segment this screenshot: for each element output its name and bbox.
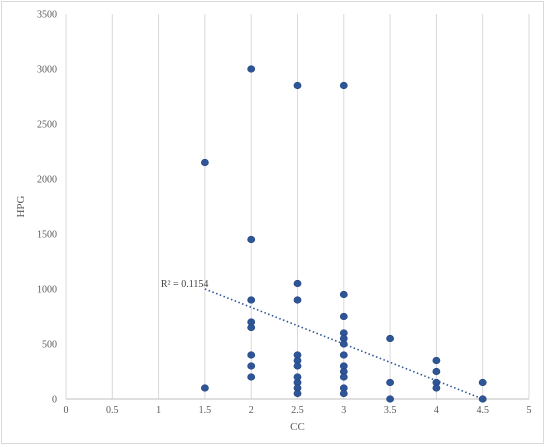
x-tick-label: 4	[434, 405, 439, 416]
x-tick-label: 2	[249, 405, 254, 416]
x-tick-label: 0.5	[106, 405, 119, 416]
data-point	[247, 323, 256, 332]
y-tick-labels: 0 500 1000 1500 2000 2500 3000 3500	[37, 10, 57, 406]
x-tick-label: 2.5	[291, 405, 304, 416]
y-tick-label: 0	[52, 395, 57, 406]
y-tick-label: 3000	[37, 65, 57, 76]
x-tick-label: 4.5	[476, 405, 489, 416]
data-point	[386, 378, 394, 387]
data-point	[386, 395, 394, 403]
data-point	[339, 340, 348, 348]
data-point	[339, 81, 348, 90]
data-point	[339, 312, 348, 321]
x-tick-label: 3	[341, 405, 346, 416]
data-point	[478, 378, 487, 387]
gridlines	[111, 14, 530, 399]
data-point	[247, 373, 256, 381]
y-tick-label: 2500	[37, 120, 57, 131]
data-point	[432, 367, 441, 376]
data-point	[293, 279, 302, 288]
data-points	[200, 65, 487, 403]
data-point	[247, 296, 256, 304]
r-squared-label: R² = 0.1154	[161, 279, 208, 290]
axes	[65, 14, 529, 400]
data-point	[247, 351, 256, 359]
data-point	[200, 384, 209, 392]
data-point	[293, 81, 302, 90]
data-point	[293, 389, 302, 398]
y-axis-title: HPG	[15, 195, 27, 217]
y-tick-label: 3500	[37, 10, 57, 21]
data-point	[200, 158, 209, 167]
y-tick-label: 1500	[37, 230, 57, 241]
data-point	[247, 362, 256, 370]
y-tick-label: 2000	[37, 175, 57, 186]
data-point	[386, 334, 394, 343]
data-point	[432, 384, 441, 392]
data-point	[432, 356, 441, 365]
data-point	[478, 395, 487, 403]
data-point	[339, 351, 348, 359]
data-point	[339, 290, 348, 299]
data-point	[339, 389, 348, 398]
data-point	[293, 362, 302, 370]
data-point	[247, 235, 256, 244]
y-tick-label: 1000	[37, 285, 57, 296]
x-tick-label: 0	[64, 405, 69, 416]
x-tick-label: 1.5	[199, 405, 212, 416]
x-tick-labels: 0 0.5 1 1.5 2 2.5 3 3.5 4 4.5 5	[64, 405, 532, 416]
x-tick-label: 5	[527, 405, 532, 416]
x-axis-title: CC	[290, 421, 305, 433]
x-tick-label: 1	[156, 405, 161, 416]
data-point	[247, 65, 256, 73]
data-point	[293, 296, 302, 304]
x-tick-label: 3.5	[384, 405, 397, 416]
y-tick-label: 500	[42, 340, 57, 351]
data-point	[339, 373, 348, 381]
